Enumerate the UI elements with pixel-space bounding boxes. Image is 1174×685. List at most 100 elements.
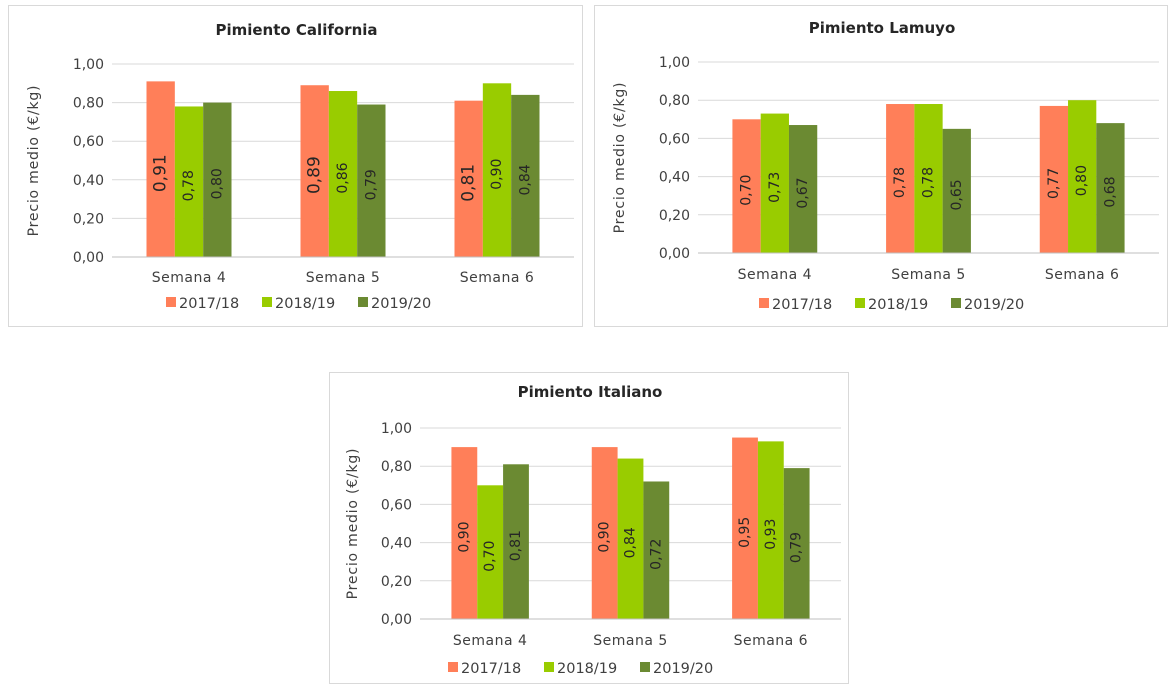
bar-2018-19 (760, 113, 789, 253)
bar-2018-19 (482, 83, 512, 257)
data-label: 0,79 (789, 532, 805, 563)
y-tick-label: 0,00 (381, 612, 412, 628)
bar-2019-20 (783, 468, 810, 619)
data-label: 0,84 (623, 527, 639, 558)
chart-svg: Pimiento California 0,00 0,20 0,40 0,60 0,80 1… (26, 21, 574, 312)
x-category-label: Semana 6 (1045, 267, 1120, 283)
bar-2017-18 (146, 81, 175, 258)
x-category-label: Semana 4 (738, 267, 813, 283)
y-tick-label: 0,80 (659, 93, 690, 109)
y-tick-label: 0,20 (659, 208, 690, 224)
bar-2019-20 (643, 481, 670, 619)
legend-swatch (262, 297, 272, 307)
y-axis-title: Precio medio (€/kg) (345, 448, 361, 600)
chart-svg: Pimiento Lamuyo 0,00 0,20 0,40 0,60 0,80 1,00 P… (612, 19, 1159, 313)
legend-swatch (448, 662, 458, 672)
bar-2018-19 (174, 106, 204, 258)
data-label: 0,90 (456, 521, 472, 552)
chart-title: Pimiento Italiano (518, 383, 663, 401)
bar-2017-18 (591, 447, 618, 619)
legend-label: 2018/19 (557, 661, 617, 677)
data-label: 0,91 (151, 154, 171, 192)
data-label: 0,90 (489, 159, 505, 190)
data-label: 0,81 (508, 530, 524, 561)
legend-label: 2019/20 (371, 296, 431, 312)
x-category-label: Semana 5 (891, 267, 966, 283)
data-label: 0,78 (181, 170, 197, 201)
legend-label: 2017/18 (461, 661, 521, 677)
y-tick-label: 1,00 (659, 55, 690, 71)
legend-swatch (544, 662, 554, 672)
legend-label: 2018/19 (275, 296, 335, 312)
y-tick-label: 0,80 (381, 459, 412, 475)
y-tick-label: 0,40 (381, 536, 412, 552)
bar-2018-19 (757, 441, 784, 619)
chart-pimiento-lamuyo: Pimiento Lamuyo 0,00 0,20 0,40 0,60 0,80 1,00 P… (594, 5, 1168, 327)
legend-label: 2019/20 (964, 297, 1024, 313)
data-label: 0,67 (795, 177, 811, 208)
y-tick-label: 0,60 (73, 134, 104, 150)
legend-swatch (640, 662, 650, 672)
data-label: 0,90 (597, 521, 613, 552)
x-category-label: Semana 4 (453, 633, 528, 649)
x-category-label: Semana 6 (460, 270, 535, 286)
bar-2017-18 (300, 85, 329, 257)
y-tick-label: 0,40 (73, 173, 104, 189)
y-tick-label: 0,80 (73, 96, 104, 112)
data-label: 0,86 (335, 162, 351, 193)
bar-2017-18 (454, 100, 483, 257)
legend-label: 2017/18 (772, 297, 832, 313)
chart-pimiento-italiano: Pimiento Italiano 0,00 0,20 0,40 0,60 0,80 1,0… (329, 372, 849, 684)
bar-2018-19 (328, 91, 358, 258)
legend-swatch (855, 298, 865, 308)
data-label: 0,70 (739, 175, 755, 206)
y-tick-label: 0,60 (659, 131, 690, 147)
legend-swatch (166, 297, 176, 307)
data-label: 0,80 (209, 168, 225, 199)
chart-svg: Pimiento Italiano 0,00 0,20 0,40 0,60 0,80 1,0… (345, 383, 841, 677)
bar-2018-19 (477, 485, 504, 619)
x-category-label: Semana 5 (593, 633, 668, 649)
bar-2017-18 (732, 437, 758, 619)
bar-2019-20 (203, 102, 232, 257)
bar-2019-20 (511, 94, 540, 257)
bar-2019-20 (503, 464, 529, 619)
data-label: 0,93 (763, 519, 779, 550)
bar-2019-20 (788, 125, 818, 253)
bar-2017-18 (1039, 105, 1069, 254)
y-tick-label: 0,00 (659, 246, 690, 262)
data-label: 0,70 (482, 541, 498, 572)
x-category-label: Semana 4 (152, 270, 227, 286)
data-label: 0,79 (363, 169, 379, 200)
chart-title: Pimiento Lamuyo (809, 19, 956, 37)
data-label: 0,65 (949, 179, 965, 210)
data-label: 0,84 (517, 164, 533, 195)
y-tick-label: 0,40 (659, 170, 690, 186)
data-label: 0,78 (892, 167, 908, 198)
y-tick-label: 0,00 (73, 250, 104, 266)
data-label: 0,89 (305, 156, 325, 194)
legend-swatch (951, 298, 961, 308)
y-axis-title: Precio medio (€/kg) (26, 85, 42, 237)
x-category-label: Semana 5 (306, 270, 381, 286)
bar-2019-20 (1096, 123, 1125, 254)
y-tick-label: 1,00 (73, 57, 104, 73)
data-label: 0,72 (648, 539, 664, 570)
data-label: 0,77 (1046, 168, 1062, 199)
data-label: 0,81 (459, 164, 479, 202)
bar-2019-20 (357, 104, 386, 257)
data-label: 0,95 (737, 517, 753, 548)
y-tick-label: 0,20 (73, 211, 104, 227)
legend-label: 2017/18 (179, 296, 239, 312)
y-tick-label: 1,00 (381, 421, 412, 437)
data-label: 0,73 (767, 172, 783, 203)
data-label: 0,80 (1074, 165, 1090, 196)
y-tick-label: 0,20 (381, 574, 412, 590)
legend-swatch (358, 297, 368, 307)
bar-2018-19 (914, 104, 943, 254)
y-tick-label: 0,60 (381, 497, 412, 513)
bar-2019-20 (942, 128, 971, 253)
data-label: 0,68 (1102, 176, 1118, 207)
x-category-label: Semana 6 (734, 633, 809, 649)
bar-2018-19 (1068, 100, 1097, 253)
